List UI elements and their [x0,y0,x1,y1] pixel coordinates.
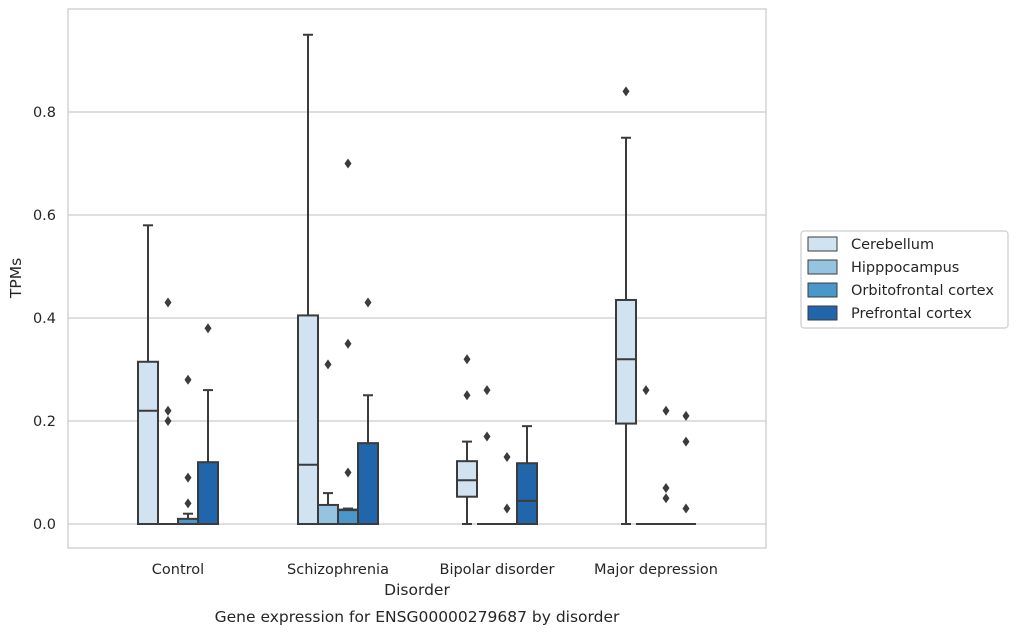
box-body [197,461,219,526]
legend-label: Prefrontal cortex [851,306,972,322]
box [636,385,656,525]
outlier-point [463,390,471,401]
outlier-point [324,359,332,370]
x-tick-label: Schizophrenia [287,562,389,578]
box-body [456,460,478,498]
x-axis-title: Disorder [384,581,450,599]
outlier-point [463,354,471,365]
outlier-point [164,297,172,308]
outlier-point [662,482,670,493]
x-tick-label: Control [152,562,204,578]
series-orbitofrontal-cortex [177,158,676,525]
box [357,297,379,525]
series-cerebellum [137,33,637,525]
plot-frame [67,8,767,549]
box-body [297,314,319,525]
outlier-point [662,405,670,416]
y-tick-label: 0.2 [33,414,56,430]
box [177,374,199,525]
outlier-point [164,416,172,426]
gridlines [68,111,766,525]
y-tick-label: 0.4 [33,311,56,327]
outlier-point [204,323,212,334]
box [297,33,319,525]
box [477,385,497,525]
box [197,323,219,526]
x-tick-label: Bipolar disorder [440,562,555,578]
legend-entry: Cerebellum [807,236,934,253]
box-body [516,462,538,526]
box-series [137,33,696,526]
box [317,359,339,526]
legend-label: Orbitofrontal cortex [851,283,994,299]
legend-swatch [807,259,838,275]
box-body [357,442,379,525]
outlier-point [344,158,352,169]
chart-caption: Gene expression for ENSG00000279687 by d… [215,608,620,626]
legend-swatch [807,305,838,321]
box [497,452,517,525]
outlier-point [164,405,172,416]
outlier-point [682,503,690,514]
legend-label: Cerebellum [851,237,934,253]
outlier-point [184,498,192,509]
x-tick-label: Major depression [594,562,718,578]
legend-swatch [807,282,838,298]
y-axis-title: TPMs [7,258,25,299]
y-tick-label: 0.8 [33,105,56,121]
box-body [317,503,339,526]
outlier-point [483,431,491,442]
y-tick-label: 0.6 [33,208,56,224]
legend-entry: Orbitofrontal cortex [807,282,994,299]
box [158,297,178,525]
outlier-point [184,374,192,385]
y-axis-ticks: 0.0 0.2 0.4 0.6 0.8 [33,105,56,533]
box [137,224,159,525]
series-prefrontal-cortex [197,297,696,526]
box-body [137,360,159,525]
outlier-point [503,452,511,463]
outlier-point [503,503,511,514]
legend-label: Hipppocampus [851,260,959,276]
box-body [615,298,637,425]
outlier-point [483,385,491,396]
legend: Cerebellum Hipppocampus Orbitofrontal cort… [800,230,1009,329]
outlier-point [364,297,372,308]
series-hipppocampus [158,297,656,526]
outlier-point [682,410,690,421]
outlier-point [184,472,192,483]
outlier-point [344,338,352,349]
legend-entry: Prefrontal cortex [807,305,972,322]
box [676,410,696,525]
y-tick-label: 0.0 [33,517,56,533]
legend-frame [800,230,1009,329]
box [337,158,359,525]
outlier-point [344,467,352,478]
box [456,354,478,525]
legend-swatch [807,236,838,252]
outlier-point [662,493,670,504]
box [516,425,538,526]
box [656,405,676,525]
legend-entry: Hipppocampus [807,259,959,276]
outlier-point [622,86,630,97]
box [615,86,637,525]
box-body [337,508,359,525]
outlier-point [642,385,650,396]
outlier-point [682,436,690,447]
x-axis-ticks: Control Schizophrenia Bipolar disorder Majo… [152,562,718,578]
